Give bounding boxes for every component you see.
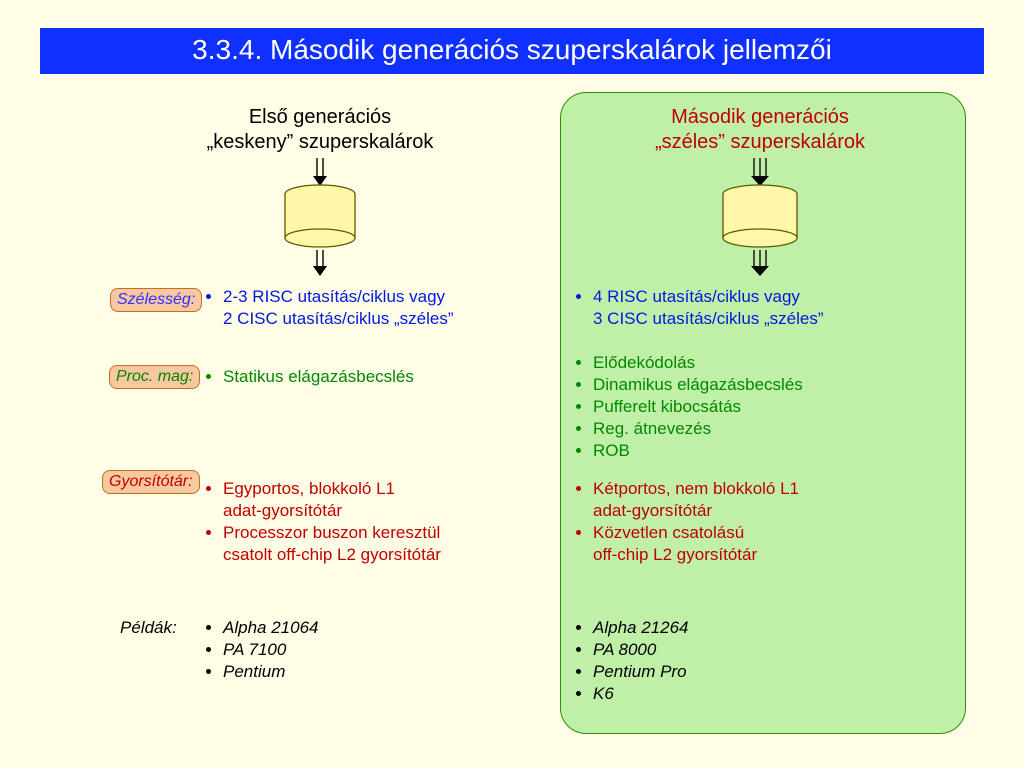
row-label-width: Szélesség: — [110, 288, 202, 312]
col1-heading: Első generációs „keskeny” szuperskalárok — [140, 105, 500, 155]
proc-right-list: Elődekódolás Dinamikus elágazásbecslés P… — [575, 352, 913, 462]
list-item: Alpha 21064 — [223, 617, 523, 639]
slide-title: 3.3.4. Második generációs szuperskalárok… — [40, 28, 984, 74]
text: 4 RISC utasítás/ciklus vagy — [593, 287, 800, 306]
text: Pentium Pro — [593, 662, 687, 681]
list-item: Alpha 21264 — [593, 617, 893, 639]
cylinder-icon-right — [720, 158, 800, 278]
text: 2 CISC utasítás/ciklus „széles” — [223, 308, 523, 330]
text: csatolt off-chip L2 gyorsítótár — [223, 544, 523, 566]
pipe-diagram-icon — [720, 158, 800, 278]
text: Dinamikus elágazásbecslés — [593, 375, 803, 394]
cache-right-list: Kétportos, nem blokkoló L1 adat-gyorsító… — [575, 478, 913, 566]
list-item: Statikus elágazásbecslés — [223, 366, 523, 388]
col1-heading-l2: „keskeny” szuperskalárok — [207, 131, 434, 153]
list-item: Dinamikus elágazásbecslés — [593, 374, 913, 396]
text: 3 CISC utasítás/ciklus „széles” — [593, 308, 913, 330]
list-item: Egyportos, blokkoló L1 adat-gyorsítótár — [223, 478, 523, 522]
text: Kétportos, nem blokkoló L1 — [593, 479, 799, 498]
text: PA 7100 — [223, 640, 286, 659]
list-item: Pentium — [223, 661, 523, 683]
list-item: 4 RISC utasítás/ciklus vagy 3 CISC utasí… — [593, 286, 913, 330]
list-item: Processzor buszon keresztül csatolt off-… — [223, 522, 523, 566]
text: 2-3 RISC utasítás/ciklus vagy — [223, 287, 445, 306]
list-item: 2-3 RISC utasítás/ciklus vagy 2 CISC uta… — [223, 286, 523, 330]
cache-left-list: Egyportos, blokkoló L1 adat-gyorsítótár … — [205, 478, 523, 566]
list-item: Közvetlen csatolású off-chip L2 gyorsító… — [593, 522, 913, 566]
col2-heading: Második generációs „széles” szuperskalár… — [580, 105, 940, 155]
list-item: Pentium Pro — [593, 661, 893, 683]
text: Közvetlen csatolású — [593, 523, 744, 542]
text: adat-gyorsítótár — [223, 500, 523, 522]
text: ROB — [593, 441, 630, 460]
text: Alpha 21264 — [593, 618, 688, 637]
width-left-list: 2-3 RISC utasítás/ciklus vagy 2 CISC uta… — [205, 286, 523, 330]
text: Processzor buszon keresztül — [223, 523, 440, 542]
text: Reg. átnevezés — [593, 419, 711, 438]
text: adat-gyorsítótár — [593, 500, 913, 522]
list-item: Reg. átnevezés — [593, 418, 913, 440]
text: Alpha 21064 — [223, 618, 318, 637]
list-item: PA 8000 — [593, 639, 893, 661]
width-right-list: 4 RISC utasítás/ciklus vagy 3 CISC utasí… — [575, 286, 913, 330]
examples-left-list: Alpha 21064 PA 7100 Pentium — [205, 617, 523, 683]
text: Egyportos, blokkoló L1 — [223, 479, 395, 498]
list-item: ROB — [593, 440, 913, 462]
pipe-diagram-icon — [280, 158, 360, 278]
proc-left-list: Statikus elágazásbecslés — [205, 366, 523, 388]
list-item: Pufferelt kibocsátás — [593, 396, 913, 418]
row-label-proc: Proc. mag: — [109, 365, 200, 389]
list-item: K6 — [593, 683, 893, 705]
text: Pufferelt kibocsátás — [593, 397, 741, 416]
text: K6 — [593, 684, 614, 703]
text: PA 8000 — [593, 640, 656, 659]
list-item: Kétportos, nem blokkoló L1 adat-gyorsító… — [593, 478, 913, 522]
list-item: PA 7100 — [223, 639, 523, 661]
col2-heading-l2: „széles” szuperskalárok — [655, 131, 865, 153]
cylinder-icon-left — [280, 158, 360, 278]
list-item: Elődekódolás — [593, 352, 913, 374]
examples-right-list: Alpha 21264 PA 8000 Pentium Pro K6 — [575, 617, 893, 705]
text: Elődekódolás — [593, 353, 695, 372]
col1-heading-l1: Első generációs — [249, 106, 391, 128]
text: Pentium — [223, 662, 285, 681]
text: off-chip L2 gyorsítótár — [593, 544, 913, 566]
row-label-cache: Gyorsítótár: — [102, 470, 200, 494]
col2-heading-l1: Második generációs — [671, 106, 849, 128]
row-label-examples: Példák: — [120, 618, 177, 638]
text: Statikus elágazásbecslés — [223, 367, 414, 386]
